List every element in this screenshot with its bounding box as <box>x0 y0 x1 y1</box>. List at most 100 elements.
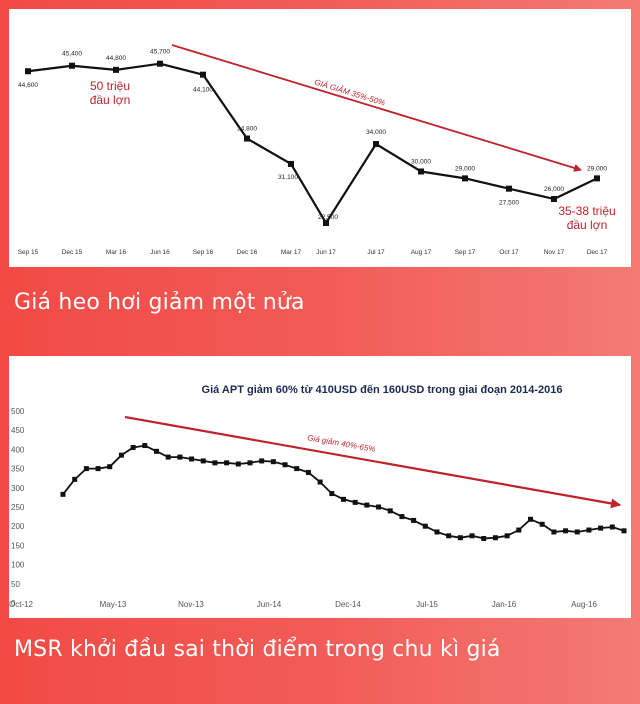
data-point <box>446 533 452 539</box>
data-point <box>594 175 600 182</box>
data-point <box>244 135 250 142</box>
data-point <box>157 60 163 67</box>
x-tick-label: Mar 16 <box>106 249 127 256</box>
x-tick-label: Sep 17 <box>455 249 476 256</box>
data-point <box>329 491 335 497</box>
data-point <box>212 460 218 466</box>
x-tick-label: Sep 15 <box>18 249 39 256</box>
trend-arrow-label: GIÁ GIẢM 35%-50% <box>313 78 386 108</box>
data-point <box>551 195 557 202</box>
annotation-start-line1: 50 triệu <box>90 79 130 93</box>
data-point <box>551 529 557 535</box>
data-point <box>107 464 113 470</box>
y-tick-label: 250 <box>11 503 25 512</box>
annotation-end-line1: 35-38 triệu <box>558 204 615 218</box>
data-point <box>113 66 119 73</box>
trend-arrow <box>124 415 621 509</box>
data-point <box>539 521 545 527</box>
data-label: 34,800 <box>237 126 257 133</box>
data-point <box>25 68 31 75</box>
x-tick-label: Jun 17 <box>316 249 336 256</box>
data-point <box>177 454 183 460</box>
data-point <box>83 466 89 472</box>
chart-title: Giá APT giảm 60% từ 410USD đến 160USD tr… <box>202 384 563 396</box>
x-tick-label: Nov 17 <box>544 249 565 256</box>
data-label: 29,000 <box>455 165 475 172</box>
apt-price-chart: Giá APT giảm 60% từ 410USD đến 160USD tr… <box>9 384 627 609</box>
y-tick-label: 500 <box>11 407 25 416</box>
data-point <box>323 220 329 226</box>
data-point <box>469 533 475 539</box>
data-point <box>142 443 148 449</box>
data-point <box>235 461 241 467</box>
data-point <box>516 527 522 533</box>
data-point <box>189 456 195 462</box>
x-tick-label: Aug 17 <box>411 249 432 256</box>
caption-msr: MSR khởi đầu sai thời điểm trong chu kì … <box>14 637 501 662</box>
data-point <box>506 185 512 192</box>
x-tick-label: Dec 16 <box>237 249 258 256</box>
data-label: 27,500 <box>499 200 519 207</box>
x-tick-label: Jul 17 <box>367 249 385 256</box>
x-tick-label: Jun-14 <box>257 600 282 609</box>
y-tick-label: 50 <box>11 580 20 589</box>
x-tick-label: Jun 16 <box>150 249 170 256</box>
data-point <box>387 508 393 514</box>
x-tick-label: Jan-16 <box>492 600 517 609</box>
data-point <box>609 524 615 530</box>
data-label: 45,400 <box>62 51 82 58</box>
data-point <box>563 528 569 534</box>
data-point <box>270 459 276 465</box>
data-point <box>399 514 405 520</box>
data-point <box>422 523 428 529</box>
data-point <box>586 527 592 533</box>
data-point <box>434 529 440 535</box>
annotation-start-line2: đầu lợn <box>90 93 131 107</box>
data-point <box>288 160 294 167</box>
chart-panel-pig-price: 44,600 45,400 44,800 45,700 44,100 34,800 31,1… <box>9 9 631 267</box>
data-point <box>69 62 75 69</box>
chart-panel-apt-price: Giá APT giảm 60% từ 410USD đến 160USD tr… <box>9 356 631 618</box>
data-point <box>621 528 627 534</box>
x-tick-label: Oct-12 <box>9 600 34 609</box>
data-point <box>457 535 463 541</box>
data-label: 44,600 <box>18 82 38 89</box>
y-tick-label: 350 <box>11 465 25 474</box>
trend-arrow <box>171 44 582 172</box>
y-tick-label: 100 <box>11 561 25 570</box>
data-point <box>373 141 379 148</box>
y-tick-label: 0 <box>11 599 16 608</box>
data-point <box>60 491 66 497</box>
data-point <box>504 533 510 539</box>
data-point <box>492 535 498 541</box>
data-point <box>418 168 424 175</box>
x-tick-label: Dec-14 <box>335 600 361 609</box>
x-tick-label: Oct 17 <box>499 249 519 256</box>
data-point <box>282 462 288 468</box>
data-label: 29,000 <box>587 165 607 172</box>
data-label: 44,800 <box>106 55 126 62</box>
data-point <box>462 175 468 182</box>
x-tick-label: Nov-13 <box>178 600 204 609</box>
y-tick-label: 300 <box>11 484 25 493</box>
data-label: 22,500 <box>318 214 338 221</box>
data-point <box>200 458 206 464</box>
data-label: 26,000 <box>544 186 564 193</box>
data-point <box>154 448 159 454</box>
data-point <box>411 517 417 523</box>
data-point <box>224 460 230 466</box>
data-point <box>352 499 358 505</box>
pig-price-chart: 44,600 45,400 44,800 45,700 44,100 34,800 31,1… <box>18 44 616 256</box>
data-point <box>481 535 487 541</box>
data-point <box>72 476 78 482</box>
x-tick-label: May-13 <box>100 600 127 609</box>
data-label: 44,100 <box>193 87 213 94</box>
annotation-end-line2: đầu lợn <box>567 218 608 232</box>
x-tick-label: Aug-16 <box>571 600 597 609</box>
data-label: 30,000 <box>411 158 431 165</box>
data-point <box>341 496 346 502</box>
data-point <box>165 454 171 460</box>
series-line <box>27 62 598 225</box>
data-point <box>200 71 206 78</box>
data-point <box>574 529 580 535</box>
